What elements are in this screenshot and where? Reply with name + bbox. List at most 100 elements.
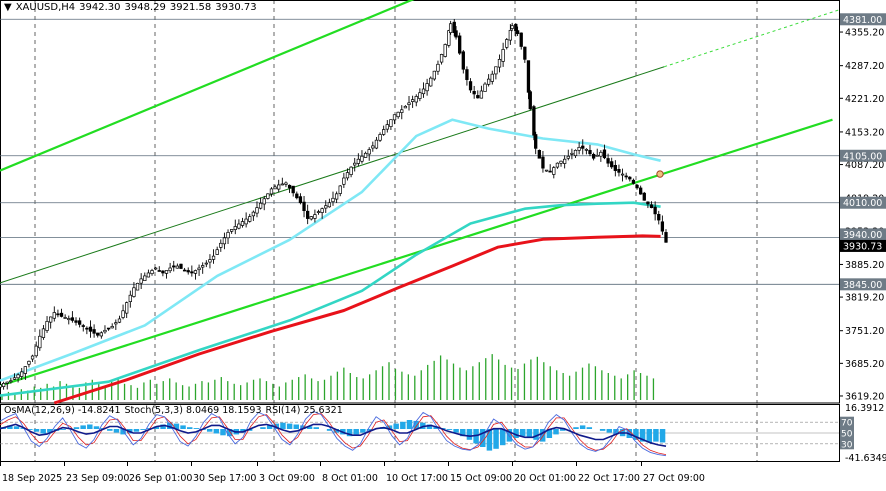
candle-body — [190, 271, 194, 274]
open-value: 3942.30 — [79, 2, 121, 13]
candle-body — [657, 213, 661, 221]
osc-level-label: 30 — [841, 440, 853, 450]
osc-level-badge — [840, 427, 854, 439]
candle-body — [219, 242, 223, 248]
osma-bar — [346, 429, 353, 437]
candle-body — [563, 158, 567, 164]
candle-body — [34, 345, 38, 357]
candle-body — [0, 384, 2, 388]
candle-body — [226, 232, 230, 239]
candle-body — [313, 214, 317, 219]
price-tick-label: 3819.20 — [845, 293, 884, 304]
candle-body — [150, 270, 154, 275]
level-badge-label: 3940.00 — [843, 230, 882, 241]
candle-body — [501, 49, 505, 62]
osma-bar — [466, 429, 473, 440]
candle-body — [385, 124, 389, 130]
candle-body — [23, 366, 27, 374]
candle-body — [208, 259, 212, 263]
time-tick-label: 10 Oct 17:00 — [386, 473, 448, 484]
candle-body — [432, 70, 436, 80]
candle-body — [135, 282, 140, 291]
osma-bar — [266, 425, 273, 429]
candle-body — [367, 149, 371, 155]
candle-body — [403, 105, 408, 109]
candle-body — [45, 321, 49, 331]
candle-body — [179, 263, 183, 269]
candle-body — [570, 152, 574, 155]
rsi-line — [0, 423, 667, 447]
candle-body — [461, 51, 465, 70]
osma-bar — [226, 429, 233, 437]
time-tick-label: 27 Oct 09:00 — [643, 473, 705, 484]
osma-bar — [213, 429, 220, 434]
osma-bar — [220, 429, 226, 436]
candle-body — [353, 162, 357, 166]
candle-body — [392, 114, 397, 121]
candle-body — [476, 95, 480, 99]
candle-body — [389, 119, 393, 127]
dropdown-triangle-icon[interactable]: ▼ — [4, 2, 12, 13]
candle-body — [371, 145, 375, 149]
osma-bar — [639, 429, 646, 442]
osma-bar — [553, 429, 559, 435]
candle-body — [117, 318, 122, 323]
high-value: 3948.29 — [124, 2, 166, 13]
osma-bar — [493, 429, 499, 449]
candle-body — [494, 66, 498, 75]
osma-bar — [599, 429, 606, 431]
close-value: 3930.73 — [215, 2, 257, 13]
osma-bar — [40, 429, 46, 434]
candle-body — [262, 198, 266, 205]
candle-body — [526, 60, 531, 93]
osma-bar — [400, 421, 406, 429]
osma-bar — [80, 425, 86, 429]
candle-body — [360, 155, 364, 162]
moving-average-1 — [0, 118, 661, 382]
candle-body — [414, 96, 418, 103]
candle-body — [528, 91, 532, 110]
time-tick-label: 22 Oct 17:00 — [578, 473, 640, 484]
candle-body — [302, 201, 306, 211]
candle-body — [532, 106, 536, 136]
level-badge — [840, 228, 886, 241]
osma-bar — [413, 420, 419, 429]
chart-title: ▼ XAUUSD,H4 3942.30 3948.29 3921.58 3930.73 — [4, 2, 261, 13]
channel-line — [0, 0, 415, 172]
candle-body — [443, 44, 447, 57]
stoch-label: Stoch(5,3,3) 8.0469 18.1593 — [124, 405, 262, 416]
osma-bar — [633, 429, 639, 440]
candle-body — [273, 186, 277, 190]
osma-bar — [546, 429, 553, 438]
candle-body — [448, 23, 453, 33]
candle-body — [541, 156, 545, 169]
osma-bar — [133, 429, 140, 432]
candle-body — [508, 29, 513, 41]
osma-bar — [333, 429, 339, 433]
candle-body — [320, 208, 324, 213]
symbol-label: XAUUSD,H4 — [15, 2, 76, 13]
candle-body — [610, 161, 614, 168]
osma-bar — [500, 429, 506, 446]
osma-bar — [60, 429, 66, 430]
osma-bar — [480, 429, 486, 447]
level-badge — [840, 278, 886, 291]
candle-body — [172, 265, 176, 268]
candle-body — [204, 262, 208, 265]
candle-body — [27, 360, 31, 365]
candle-body — [374, 139, 379, 149]
osma-bar — [87, 424, 93, 429]
osma-bar — [186, 427, 193, 429]
time-tick-label: 26 Sep 01:00 — [129, 473, 192, 484]
candle-body — [515, 30, 520, 34]
level-badge-label: 3845.00 — [843, 280, 882, 291]
candle-body — [396, 111, 400, 118]
candle-body — [519, 32, 523, 47]
osma-bar — [120, 429, 126, 435]
candle-body — [244, 218, 248, 225]
time-tick-label: 3 Oct 09:00 — [259, 473, 315, 484]
price-tick-label: 4355.20 — [845, 28, 884, 39]
candle-body — [233, 226, 237, 230]
